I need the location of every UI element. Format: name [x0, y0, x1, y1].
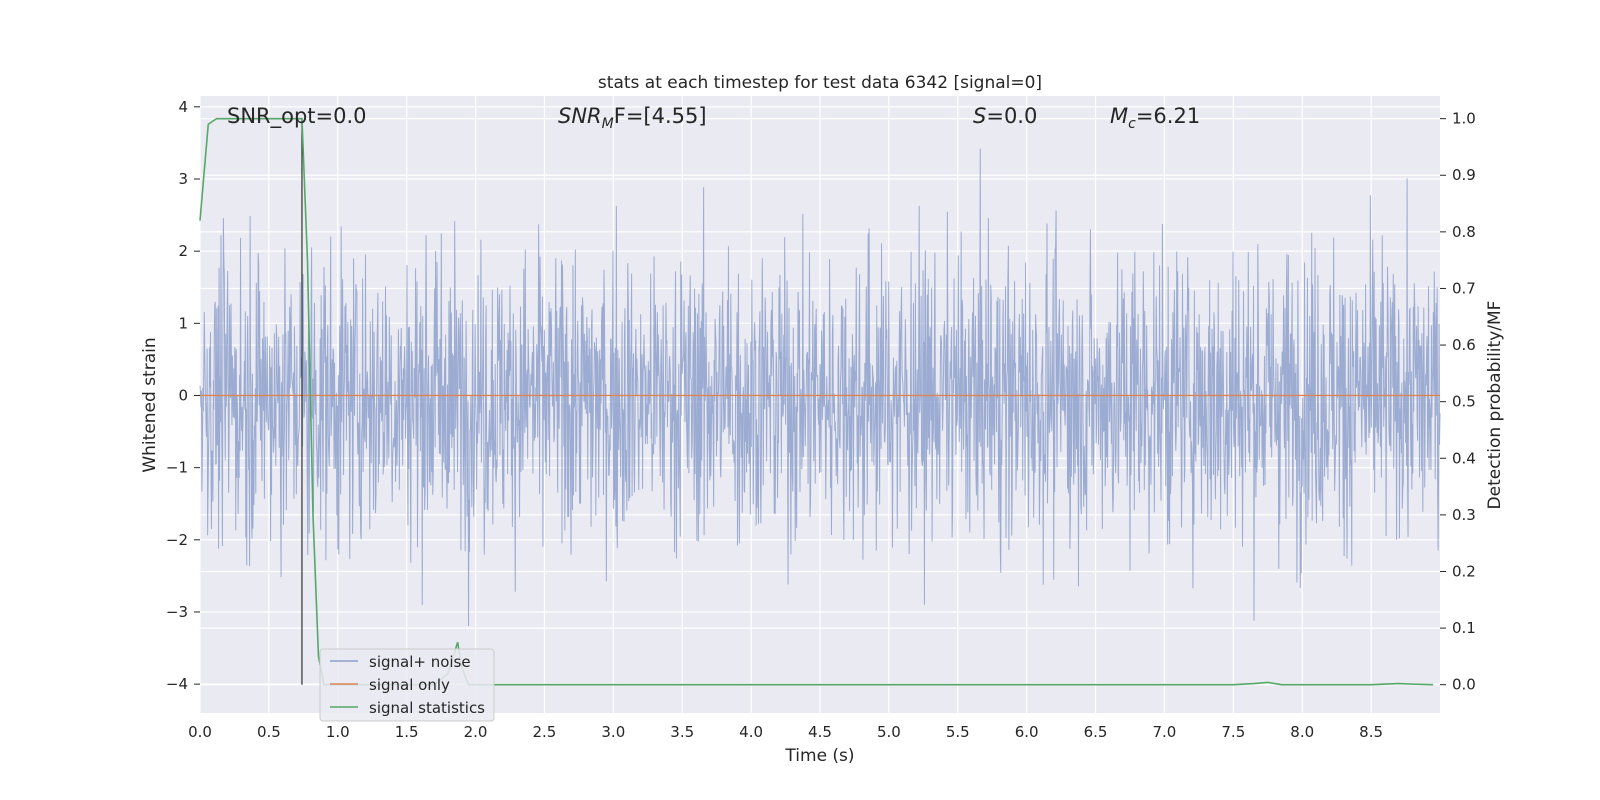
y-right-tick-label: 0.1 — [1452, 619, 1476, 637]
y-right-tick-label: 0.4 — [1452, 449, 1476, 467]
y-right-tick-label: 0.9 — [1452, 166, 1476, 184]
annotation-mc-sub: c — [1128, 116, 1136, 132]
x-tick-label: 3.0 — [601, 723, 625, 741]
x-tick-label: 8.5 — [1359, 723, 1383, 741]
y-right-tick-label: 0.7 — [1452, 279, 1476, 297]
series-signal-noise — [199, 148, 1441, 627]
legend-label-signal-noise: signal+ noise — [369, 653, 471, 671]
x-tick-label: 6.0 — [1015, 723, 1039, 741]
y-right-tick-label: 0.2 — [1452, 562, 1476, 580]
y-left-tick-label: −4 — [166, 675, 188, 693]
x-tick-label: 1.5 — [395, 723, 419, 741]
y-left-tick-label: −2 — [166, 531, 188, 549]
x-tick-label: 5.0 — [877, 723, 901, 741]
x-tick-label: 4.0 — [739, 723, 763, 741]
legend-box — [319, 648, 495, 722]
annotation-s-label: S — [973, 104, 986, 128]
y-right-tick-label: 0.0 — [1452, 676, 1476, 694]
y-right-tick-label: 0.5 — [1452, 393, 1476, 411]
x-axis-title: Time (s) — [784, 746, 854, 766]
x-tick-label: 8.0 — [1290, 723, 1314, 741]
annotation-s-value: =0.0 — [986, 104, 1037, 128]
x-tick-label: 7.5 — [1221, 723, 1245, 741]
annotation-s: S=0.0 — [973, 104, 1037, 128]
chart-title: stats at each timestep for test data 634… — [598, 73, 1042, 93]
y-left-tick-label: 3 — [178, 170, 188, 188]
y-left-tick-label: −3 — [166, 603, 188, 621]
y-right-tick-label: 0.8 — [1452, 223, 1476, 241]
y-left-tick-label: 0 — [178, 386, 188, 404]
x-tick-label: 7.0 — [1153, 723, 1177, 741]
y-right-tick-label: 0.3 — [1452, 506, 1476, 524]
annotation-snr-mf: SNRMF=[4.55] — [558, 104, 707, 132]
y-right-tick-labels: 0.0 0.1 0.2 0.3 0.4 0.5 0.6 0.7 0.8 0.9 1.0 — [1440, 110, 1476, 694]
x-tick-label: 1.0 — [326, 723, 350, 741]
y-left-tick-label: −1 — [166, 459, 188, 477]
y-left-tick-label: 2 — [178, 242, 188, 260]
x-tick-label: 0.5 — [257, 723, 281, 741]
x-tick-label: 0.0 — [188, 723, 212, 741]
y-right-axis-title: Detection probability/MF — [1485, 301, 1505, 510]
annotation-snr-mf-base: SNR — [558, 104, 602, 128]
legend: signal+ noise signal only signal statist… — [319, 648, 495, 722]
annotation-snr-mf-rest: F=[4.55] — [614, 104, 707, 128]
annotation-mc-value: =6.21 — [1136, 104, 1200, 128]
x-tick-label: 4.5 — [808, 723, 832, 741]
x-tick-label: 5.5 — [946, 723, 970, 741]
y-right-tick-label: 0.6 — [1452, 336, 1476, 354]
x-tick-labels: 0.0 0.5 1.0 1.5 2.0 2.5 3.0 3.5 4.0 4.5 5.0 5.5 6.0 6… — [188, 723, 1383, 741]
y-left-tick-label: 1 — [178, 314, 188, 332]
annotation-mc-label: M — [1110, 104, 1128, 128]
x-tick-label: 6.5 — [1084, 723, 1108, 741]
y-right-tick-label: 1.0 — [1452, 110, 1476, 128]
x-tick-label: 2.0 — [464, 723, 488, 741]
legend-label-signal-statistics: signal statistics — [369, 699, 485, 717]
annotation-snr-mf-sub: M — [602, 116, 614, 132]
annotation-snr-opt: SNR_opt=0.0 — [227, 104, 367, 129]
legend-label-signal-only: signal only — [369, 676, 450, 694]
annotation-mc: Mc=6.21 — [1110, 104, 1200, 132]
x-tick-label: 2.5 — [533, 723, 557, 741]
y-left-axis-title: Whitened strain — [140, 337, 160, 472]
y-left-tick-label: 4 — [178, 98, 188, 116]
x-tick-label: 3.5 — [670, 723, 694, 741]
y-left-tick-labels: −4 −3 −2 −1 0 1 2 3 4 — [166, 98, 200, 693]
